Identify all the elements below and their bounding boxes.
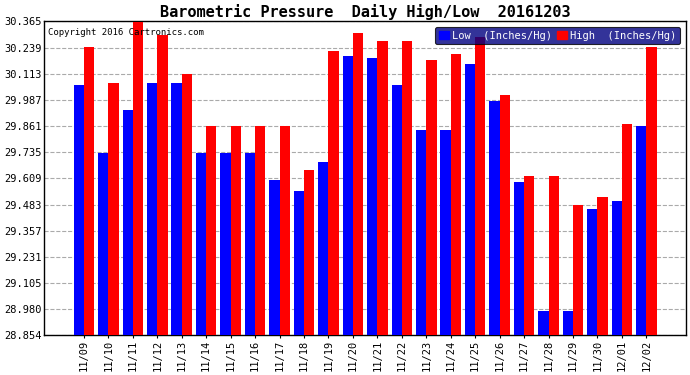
Bar xyxy=(343,56,353,335)
Bar xyxy=(451,54,461,335)
Bar xyxy=(475,37,486,335)
Bar xyxy=(74,85,84,335)
Title: Barometric Pressure  Daily High/Low  20161203: Barometric Pressure Daily High/Low 20161… xyxy=(160,4,571,20)
Bar xyxy=(563,311,573,335)
Bar xyxy=(220,153,230,335)
Bar xyxy=(391,85,402,335)
Bar xyxy=(416,130,426,335)
Bar xyxy=(377,41,388,335)
Bar xyxy=(206,126,217,335)
Bar xyxy=(611,201,622,335)
Bar xyxy=(230,126,241,335)
Bar xyxy=(84,47,94,335)
Bar xyxy=(132,22,143,335)
Bar xyxy=(269,180,279,335)
Bar xyxy=(123,110,132,335)
Bar xyxy=(255,126,266,335)
Bar xyxy=(524,176,534,335)
Bar xyxy=(465,64,475,335)
Bar xyxy=(367,58,377,335)
Bar xyxy=(318,162,328,335)
Bar xyxy=(538,311,549,335)
Bar xyxy=(587,210,598,335)
Bar xyxy=(573,205,583,335)
Bar xyxy=(157,35,168,335)
Legend: Low  (Inches/Hg), High  (Inches/Hg): Low (Inches/Hg), High (Inches/Hg) xyxy=(435,27,680,44)
Bar xyxy=(304,170,314,335)
Bar xyxy=(402,41,412,335)
Bar xyxy=(353,33,363,335)
Bar xyxy=(279,126,290,335)
Bar xyxy=(171,82,181,335)
Bar xyxy=(147,82,157,335)
Bar xyxy=(514,182,524,335)
Bar xyxy=(108,82,119,335)
Bar xyxy=(598,197,608,335)
Bar xyxy=(489,101,500,335)
Bar xyxy=(440,130,451,335)
Bar xyxy=(426,60,437,335)
Text: Copyright 2016 Cartronics.com: Copyright 2016 Cartronics.com xyxy=(48,28,204,37)
Bar xyxy=(181,74,192,335)
Bar xyxy=(647,47,657,335)
Bar xyxy=(549,176,559,335)
Bar xyxy=(196,153,206,335)
Bar xyxy=(636,126,647,335)
Bar xyxy=(622,124,632,335)
Bar xyxy=(328,51,339,335)
Bar xyxy=(500,95,510,335)
Bar xyxy=(294,191,304,335)
Bar xyxy=(98,153,108,335)
Bar xyxy=(245,153,255,335)
